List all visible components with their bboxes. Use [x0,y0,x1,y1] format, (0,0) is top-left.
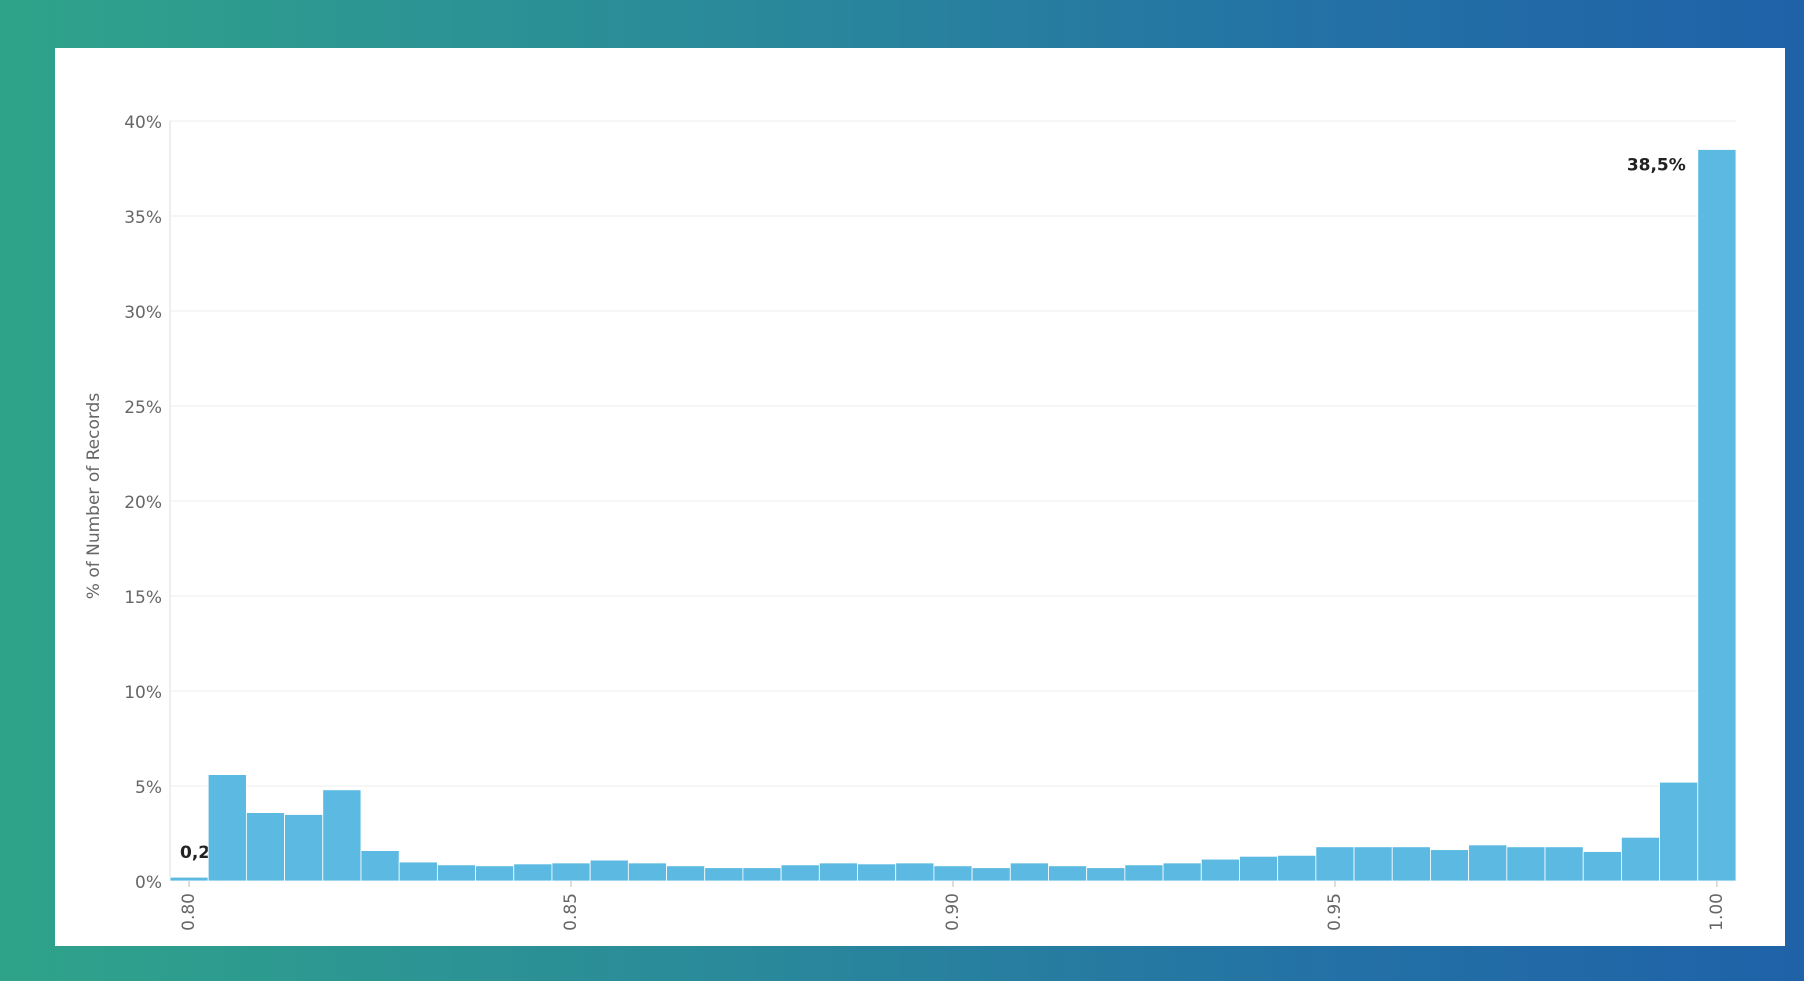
bar [1200,858,1240,882]
bar [589,859,629,882]
bar [933,865,973,882]
bar [1468,844,1508,882]
bar [666,865,706,882]
x-tick-label: 0.95 [1325,893,1345,931]
bar [1544,846,1584,882]
y-axis-title: % of Number of Records [84,393,104,600]
y-tick-label: 15% [124,588,162,608]
bar [1277,854,1317,882]
x-tick-label: 0.90 [943,893,963,931]
bar [169,876,209,882]
x-tick-label: 1.00 [1707,893,1727,931]
bar [1048,865,1088,882]
bar [1430,849,1470,882]
bar [1162,862,1202,882]
bar [742,867,782,882]
y-tick-label: 35% [124,208,162,228]
bar [1697,149,1737,882]
bar [1659,781,1699,882]
bar [971,867,1011,882]
bar [475,865,515,882]
bar [398,861,438,882]
value-label: 38,5% [1627,156,1686,176]
bar [284,814,324,882]
bar [1239,855,1279,882]
bar [1353,846,1393,882]
bar [513,863,553,882]
bar [436,864,476,882]
y-tick-label: 30% [124,303,162,323]
bar [360,850,400,882]
bar [895,862,935,882]
y-tick-label: 5% [135,778,162,798]
bar [1124,864,1164,882]
bar [245,812,285,882]
bar [780,864,820,882]
bar [1391,846,1431,882]
bar [207,774,247,882]
y-tick-label: 40% [124,113,162,133]
bar [1009,862,1049,882]
bar [1506,846,1546,882]
bar [818,862,858,882]
bar [1086,867,1126,882]
y-tick-label: 25% [124,398,162,418]
bar [1621,836,1661,882]
x-tick-label: 0.85 [561,893,581,931]
bar [857,863,897,882]
y-tick-label: 20% [124,493,162,513]
bar [551,862,591,882]
bar [1582,851,1622,882]
x-tick-label: 0.80 [179,893,199,931]
bar [627,862,667,882]
bar [322,789,362,882]
y-tick-label: 10% [124,683,162,703]
bar [1315,846,1355,882]
bar [704,867,744,882]
y-tick-label: 0% [135,873,162,893]
